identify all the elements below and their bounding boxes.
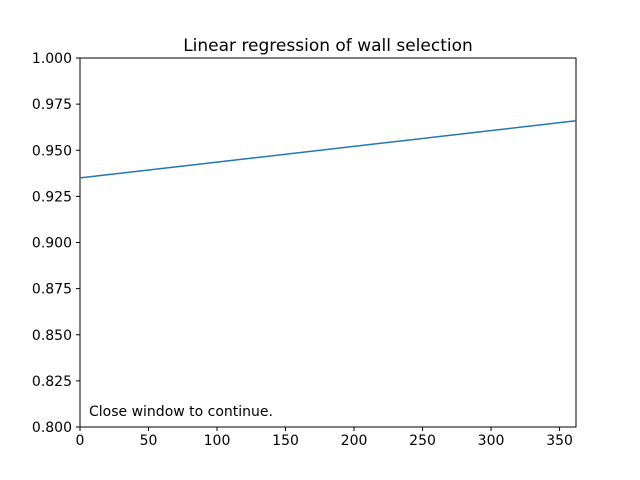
close-window-note: Close window to continue. <box>89 404 273 420</box>
y-tick-label: 0.900 <box>32 236 72 252</box>
y-tick-label: 0.875 <box>32 282 72 298</box>
axes-layer: 0 50 100 150 200 250 300 350 0.800 0.825 0.850 0.87… <box>32 51 577 449</box>
x-tick-label: 250 <box>409 433 436 449</box>
x-tick-label: 0 <box>76 433 85 449</box>
y-tick-label: 0.850 <box>32 328 72 344</box>
y-tick-label: 0.975 <box>32 97 72 113</box>
y-tick-label: 0.825 <box>32 374 72 390</box>
y-tick-label: 0.800 <box>32 420 72 436</box>
x-tick-label: 350 <box>546 433 573 449</box>
y-tick-label: 1.000 <box>32 51 72 67</box>
x-tick-label: 300 <box>478 433 505 449</box>
regression-line <box>79 119 577 179</box>
x-tick-label: 200 <box>341 433 368 449</box>
plot-border <box>79 57 577 428</box>
x-tick-label: 50 <box>140 433 158 449</box>
y-tick-label: 0.925 <box>32 189 72 205</box>
chart-title: Linear regression of wall selection <box>183 36 473 56</box>
x-tick-label: 100 <box>204 433 231 449</box>
x-tick-label: 150 <box>272 433 299 449</box>
y-tick-label: 0.950 <box>32 143 72 159</box>
